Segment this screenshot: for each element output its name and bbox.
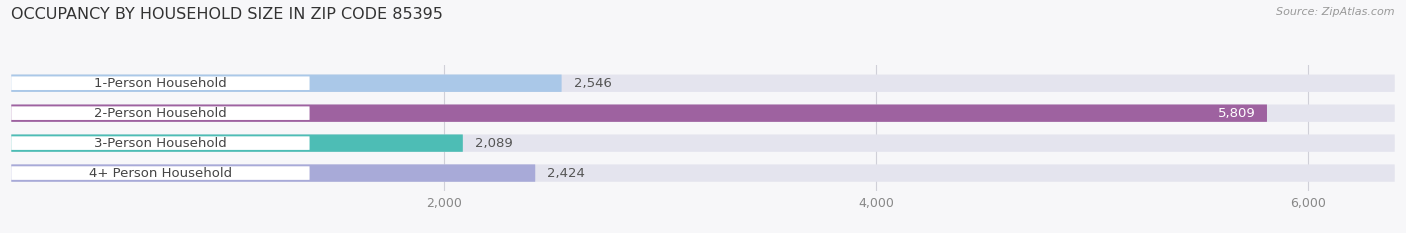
Text: 2,424: 2,424 — [547, 167, 585, 180]
FancyBboxPatch shape — [11, 75, 561, 92]
Text: 2,089: 2,089 — [475, 137, 512, 150]
FancyBboxPatch shape — [11, 134, 463, 152]
Text: Source: ZipAtlas.com: Source: ZipAtlas.com — [1277, 7, 1395, 17]
Text: OCCUPANCY BY HOUSEHOLD SIZE IN ZIP CODE 85395: OCCUPANCY BY HOUSEHOLD SIZE IN ZIP CODE … — [11, 7, 443, 22]
FancyBboxPatch shape — [11, 76, 309, 90]
FancyBboxPatch shape — [11, 75, 1395, 92]
FancyBboxPatch shape — [11, 104, 1395, 122]
Text: 2-Person Household: 2-Person Household — [94, 107, 226, 120]
FancyBboxPatch shape — [11, 134, 1395, 152]
Text: 1-Person Household: 1-Person Household — [94, 77, 226, 90]
Text: 4+ Person Household: 4+ Person Household — [89, 167, 232, 180]
Text: 2,546: 2,546 — [574, 77, 612, 90]
Text: 5,809: 5,809 — [1219, 107, 1256, 120]
Text: 3-Person Household: 3-Person Household — [94, 137, 226, 150]
FancyBboxPatch shape — [11, 166, 309, 180]
FancyBboxPatch shape — [11, 106, 309, 120]
FancyBboxPatch shape — [11, 164, 536, 182]
FancyBboxPatch shape — [11, 104, 1267, 122]
FancyBboxPatch shape — [11, 164, 1395, 182]
FancyBboxPatch shape — [11, 136, 309, 150]
